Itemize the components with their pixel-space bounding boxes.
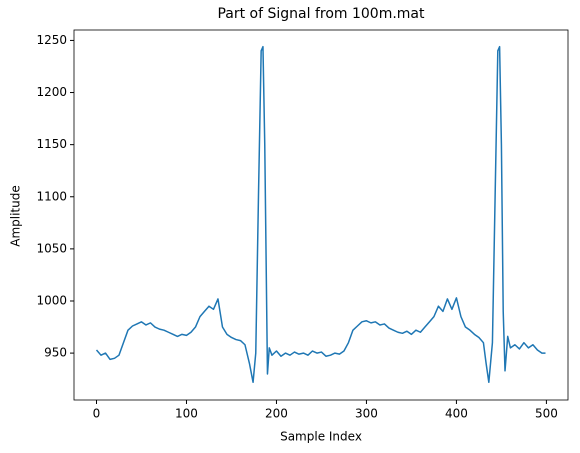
y-tick-label: 1050 [36,241,67,255]
x-axis-label: Sample Index [280,430,362,444]
x-tick-label: 100 [175,407,198,421]
y-tick-label: 950 [44,346,67,360]
y-axis-label: Amplitude [9,185,23,247]
chart-title: Part of Signal from 100m.mat [217,6,425,22]
x-tick-label: 400 [445,407,468,421]
x-tick-label: 500 [535,407,558,421]
x-tick-label: 300 [355,407,378,421]
axes-frame [73,29,569,401]
x-tick-label: 0 [93,407,101,421]
y-tick-label: 1250 [36,33,67,47]
x-tick-label: 200 [265,407,288,421]
y-tick-label: 1100 [36,189,67,203]
y-tick-label: 1000 [36,293,67,307]
y-tick-label: 1150 [36,137,67,151]
y-tick-label: 1200 [36,85,67,99]
line [95,45,546,384]
